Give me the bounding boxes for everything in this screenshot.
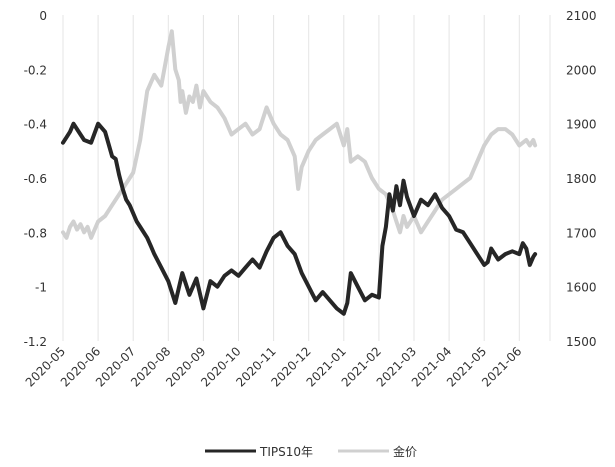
right-tick-label: 2100 [566, 9, 597, 23]
left-tick-label: -1 [35, 281, 47, 295]
legend-label-tips: TIPS10年 [259, 445, 313, 459]
left-tick-label: 0 [39, 9, 47, 23]
legend-label-gold: 金价 [393, 444, 417, 459]
left-tick-label: -0.6 [24, 172, 47, 186]
right-tick-label: 1900 [566, 118, 597, 132]
right-tick-label: 2000 [566, 63, 597, 77]
series-line-tips [61, 121, 538, 316]
vertical-grid [62, 15, 551, 341]
left-tick-label: -0.4 [24, 118, 47, 132]
right-tick-label: 1800 [566, 172, 597, 186]
right-tick-label: 1700 [566, 226, 597, 240]
series-line-gold [61, 29, 538, 240]
left-tick-label: -0.8 [24, 226, 47, 240]
left-axis-ticks: 0 -0.2 -0.4 -0.6 -0.8 -1 -1.2 [24, 9, 47, 349]
left-tick-label: -1.2 [24, 335, 47, 349]
x-axis-ticks: 2020-052020-062020-072020-082020-092020-… [23, 344, 525, 389]
right-axis-ticks: 2100 2000 1900 1800 1700 1600 1500 [566, 9, 597, 349]
right-tick-label: 1600 [566, 281, 597, 295]
right-tick-label: 1500 [566, 335, 597, 349]
left-tick-label: -0.2 [24, 63, 47, 77]
series-lines [61, 29, 538, 316]
legend: TIPS10年 金价 [205, 444, 417, 459]
